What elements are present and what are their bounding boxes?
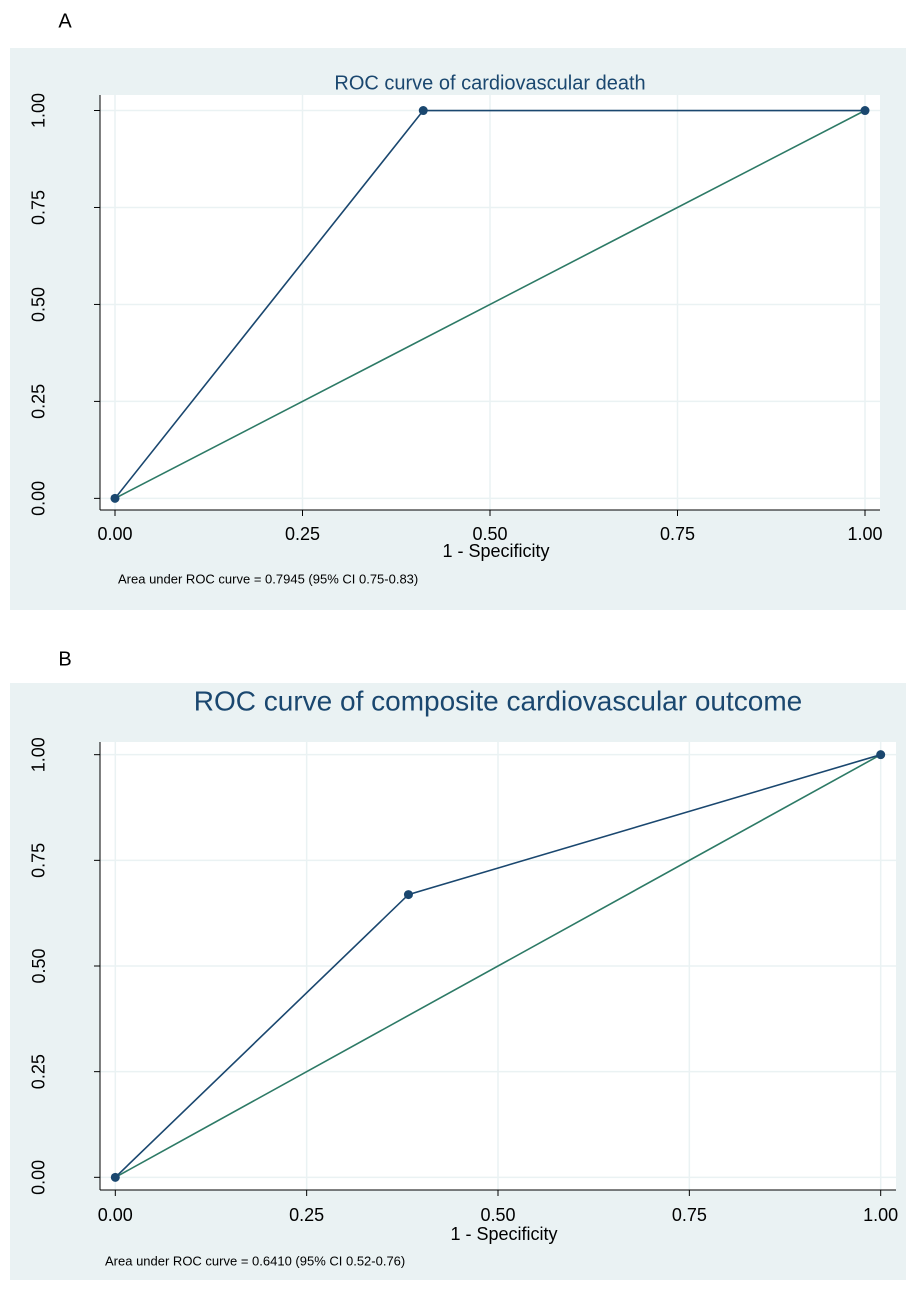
chart-title: ROC curve of composite cardiovascular ou…: [194, 685, 802, 716]
y-tick-label: 0.25: [29, 384, 49, 419]
x-tick-label: 0.25: [285, 524, 320, 544]
x-axis-label: 1 - Specificity: [450, 1224, 557, 1244]
y-tick-label: 0.50: [29, 287, 49, 322]
point: [403, 890, 413, 900]
note: Area under ROC curve = 0.6410 (95% CI 0.…: [105, 1253, 405, 1268]
x-tick-label: 0.00: [97, 524, 132, 544]
roc-line: [114, 109, 866, 500]
y-tick-label: 1.00: [29, 93, 49, 128]
panel-label: A: [58, 10, 72, 32]
x-tick-label: 0.50: [480, 1205, 515, 1225]
x-tick-label: 0.75: [672, 1205, 707, 1225]
y-tick-label: 0.50: [29, 948, 49, 983]
x-tick-label: 1.00: [847, 524, 882, 544]
note: Area under ROC curve = 0.7945 (95% CI 0.…: [118, 571, 418, 586]
x-tick-label: 1.00: [863, 1205, 898, 1225]
y-tick-label: 0.00: [29, 481, 49, 516]
point: [876, 750, 886, 760]
x-axis-label: 1 - Specificity: [442, 541, 549, 561]
x-tick-label: 0.25: [289, 1205, 324, 1225]
y-tick-label: 1.00: [29, 737, 49, 772]
x-tick-label: 0.50: [472, 524, 507, 544]
x-tick-label: 0.00: [98, 1205, 133, 1225]
chart-title: ROC curve of cardiovascular death: [334, 72, 645, 94]
x-tick-label: 0.75: [660, 524, 695, 544]
point: [110, 1172, 120, 1182]
y-tick-label: 0.25: [29, 1054, 49, 1089]
point: [110, 493, 120, 503]
y-tick-label: 0.75: [29, 843, 49, 878]
y-tick-label: 0.00: [29, 1160, 49, 1195]
panel-label: B: [58, 648, 71, 670]
point: [418, 106, 428, 116]
roc-line: [114, 753, 882, 1179]
point: [860, 106, 870, 116]
y-tick-label: 0.75: [29, 190, 49, 225]
